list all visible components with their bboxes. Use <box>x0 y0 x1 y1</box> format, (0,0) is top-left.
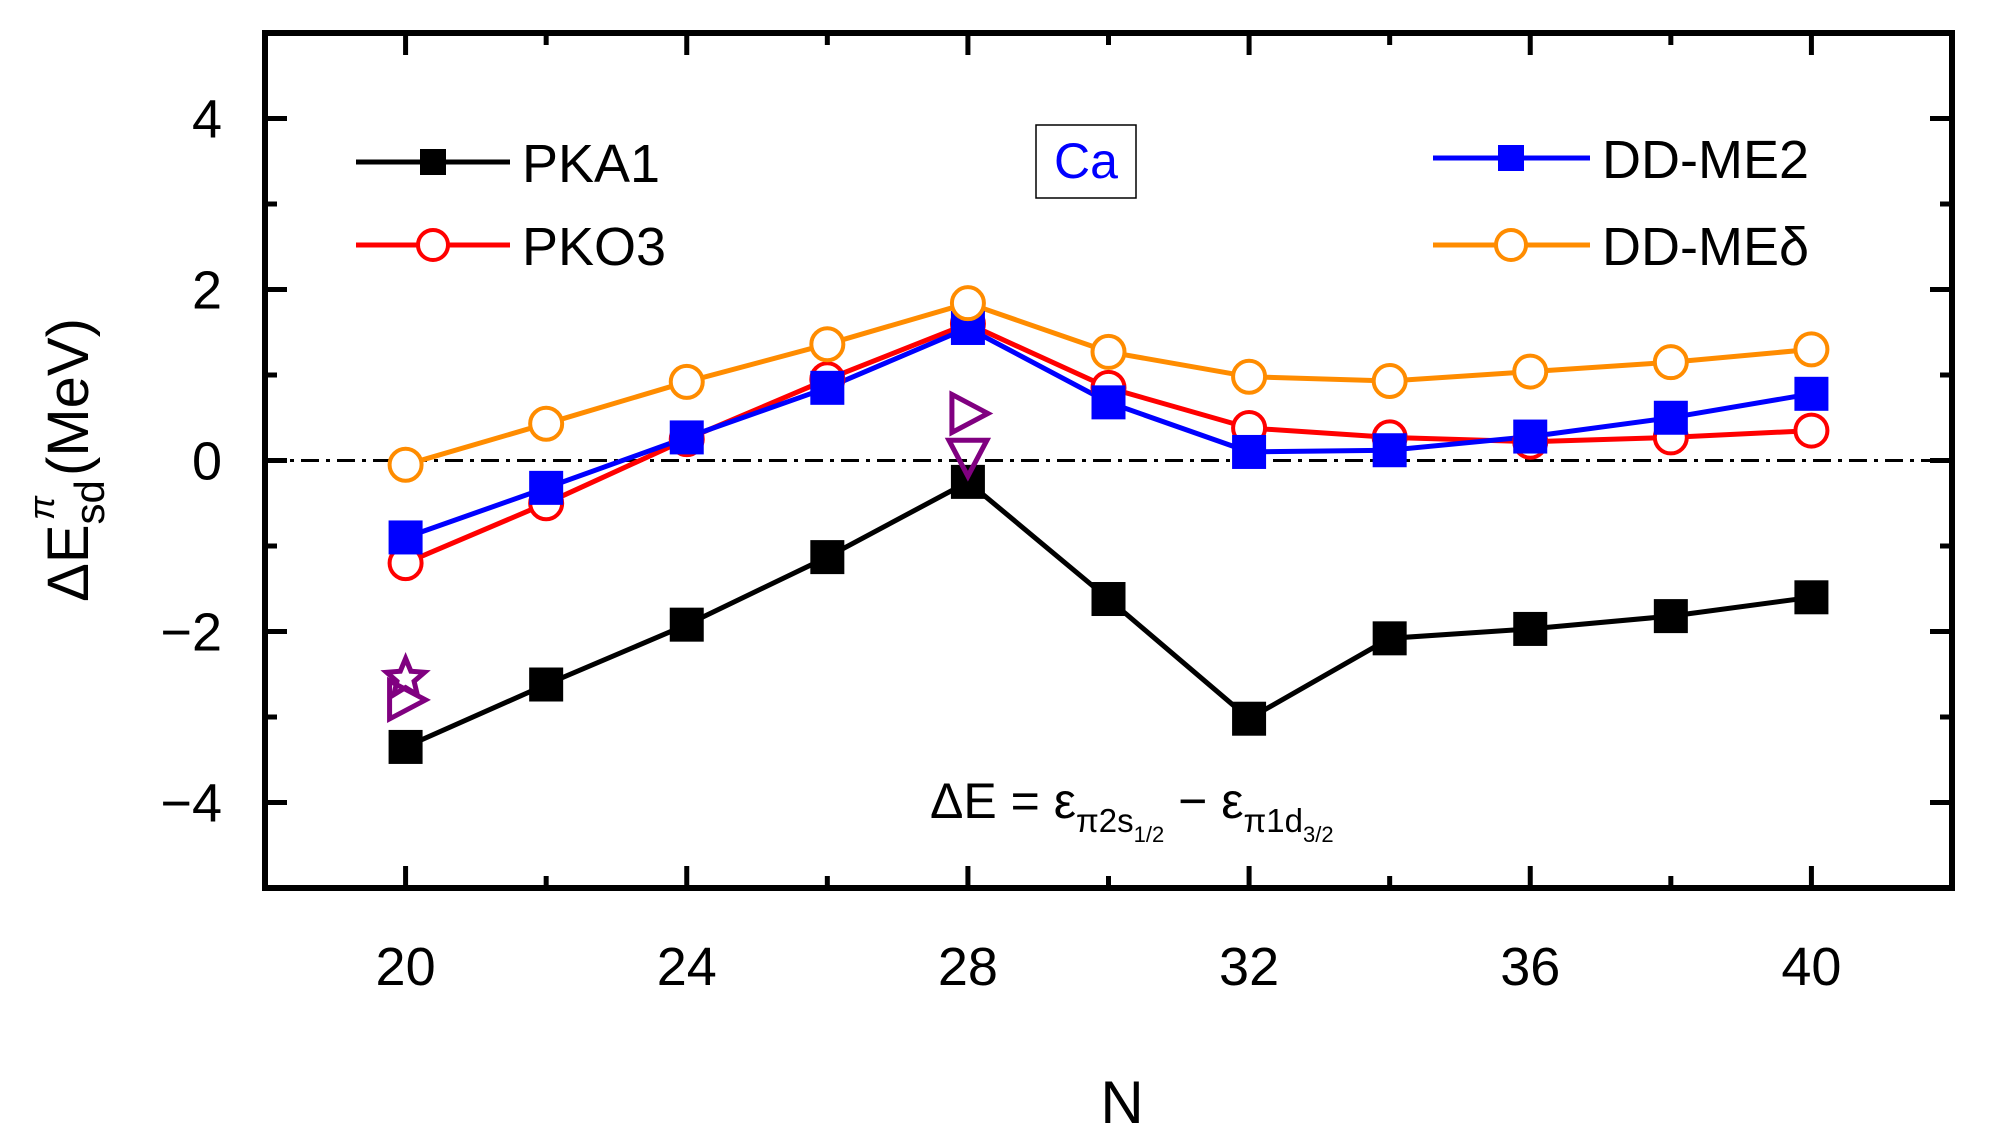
data-point-dd-me2 <box>1653 400 1688 435</box>
legend-label-pko3: PKO3 <box>522 217 666 277</box>
data-point-pka1 <box>669 607 704 642</box>
data-point-dd-me- <box>1652 344 1689 381</box>
data-point-dd-me2 <box>810 370 845 405</box>
y-tick-label: 2 <box>192 261 222 321</box>
data-point-pka1 <box>1794 580 1829 615</box>
data-point-dd-me2 <box>1794 376 1829 411</box>
data-point-dd-me2 <box>388 520 423 555</box>
x-tick-label: 40 <box>1781 937 1841 997</box>
y-axis-title-unit: (MeV) <box>36 318 101 476</box>
data-point-dd-me- <box>387 446 424 483</box>
x-tick-label: 28 <box>938 937 998 997</box>
data-point-experiment-star <box>380 652 431 700</box>
data-point-pka1 <box>1513 611 1548 646</box>
legend-label-pka1: PKA1 <box>522 134 660 194</box>
y-tick-label: 0 <box>192 432 222 492</box>
y-tick-label: 4 <box>192 90 222 150</box>
data-point-dd-me2 <box>1372 433 1407 468</box>
data-point-pka1 <box>1232 701 1267 736</box>
data-point-pka1 <box>1372 621 1407 656</box>
legend-marker-ddmedelta <box>1494 228 1528 262</box>
formula-subsub2: 3/2 <box>1303 822 1334 847</box>
data-point-pka1 <box>810 540 845 575</box>
data-point-dd-me- <box>668 363 705 400</box>
legend-label-ddme2: DD-ME2 <box>1602 130 1809 190</box>
formula-subsub1: 1/2 <box>1134 822 1165 847</box>
data-point-pko3 <box>1793 412 1830 449</box>
legend-entry-pka1: PKA1 <box>356 134 660 194</box>
data-point-dd-me- <box>949 285 986 322</box>
legend-marker-pka1 <box>420 149 446 175</box>
legend-marker-ddme2 <box>1498 145 1524 171</box>
data-point-pka1 <box>529 667 564 702</box>
legend-entry-pko3: PKO3 <box>356 217 666 277</box>
data-point-dd-me- <box>1090 333 1127 370</box>
legend-entry-ddmedelta: DD-MEδ <box>1433 217 1809 277</box>
data-point-dd-me- <box>1512 353 1549 390</box>
x-tick-label: 24 <box>657 937 717 997</box>
legend-entry-ddme2: DD-ME2 <box>1433 130 1809 190</box>
formula-annotation: ΔE = επ2s1/2 − επ1d3/2 <box>930 773 1334 847</box>
data-point-dd-me- <box>1793 331 1830 368</box>
y-axis-title: ΔEsdπ (MeV) <box>21 318 113 602</box>
legend-marker-pko3 <box>416 228 450 262</box>
legend-label-ddmedelta: DD-MEδ <box>1602 217 1809 277</box>
data-point-dd-me2 <box>669 420 704 455</box>
panel-label-box <box>1035 124 1137 199</box>
data-point-pka1 <box>1091 582 1126 617</box>
data-point-pka1 <box>950 464 985 499</box>
data-point-dd-me- <box>809 326 846 363</box>
data-point-dd-me2 <box>1513 419 1548 454</box>
data-point-pka1 <box>1653 599 1688 634</box>
data-point-dd-me2 <box>529 470 564 505</box>
x-axis-title: N <box>1100 1069 1143 1136</box>
data-point-dd-me- <box>1371 362 1408 399</box>
formula-sub2: π1d <box>1244 802 1303 839</box>
data-point-dd-me- <box>1231 358 1268 395</box>
y-axis-title-sub: sd <box>66 480 113 524</box>
data-point-dd-me- <box>528 405 565 442</box>
x-tick-label: 36 <box>1500 937 1560 997</box>
panel-label: Ca <box>1054 133 1118 189</box>
legend: PKA1 PKO3 DD-ME2 DD-MEδ <box>356 130 1809 277</box>
x-tick-label: 20 <box>376 937 436 997</box>
formula-lhs: ΔE = ε <box>930 773 1076 829</box>
y-tick-label: −4 <box>160 774 222 834</box>
data-point-dd-me2 <box>1232 434 1267 469</box>
data-point-experiment-down-triangle <box>944 437 992 482</box>
y-tick-label: −2 <box>160 603 222 663</box>
formula-minus: − ε <box>1164 773 1243 829</box>
y-axis-title-base: ΔE <box>36 524 101 601</box>
y-axis-title-sup: π <box>21 495 62 520</box>
data-point-pka1 <box>388 729 423 764</box>
formula-sub1: π2s <box>1076 802 1134 839</box>
x-tick-label: 32 <box>1219 937 1279 997</box>
data-point-experiment-right-triangle <box>949 390 994 437</box>
data-point-dd-me2 <box>1091 385 1126 420</box>
